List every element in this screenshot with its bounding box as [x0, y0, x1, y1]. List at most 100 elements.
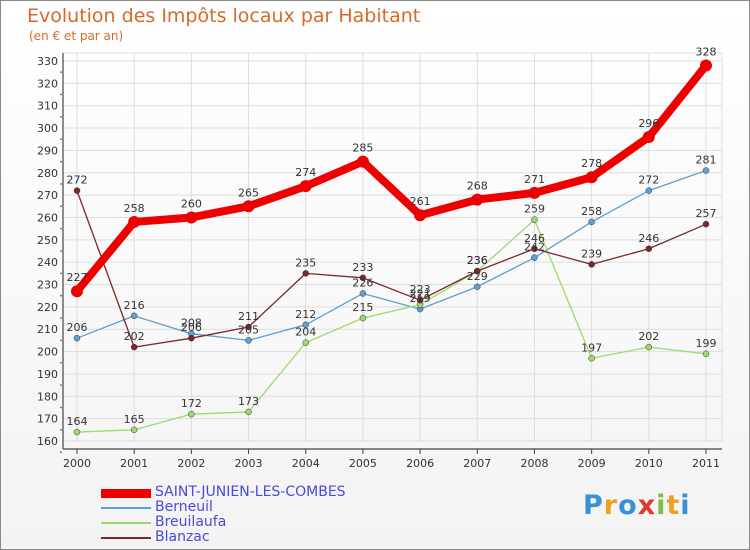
data-point: [531, 216, 538, 223]
data-point: [588, 261, 595, 268]
data-point: [645, 245, 653, 253]
data-point: [73, 428, 81, 436]
y-minor-tick: [60, 250, 62, 252]
data-label: 204: [295, 326, 316, 339]
data-label: 257: [696, 207, 717, 220]
data-point: [356, 155, 369, 168]
chart-subtitle: (en € et par an): [29, 29, 124, 43]
data-label: 206: [181, 321, 202, 334]
data-label: 197: [581, 341, 602, 354]
data-label: 285: [352, 142, 373, 155]
data-point: [414, 209, 427, 222]
data-label: 233: [352, 261, 373, 274]
data-point: [299, 180, 312, 193]
data-label: 223: [410, 283, 431, 296]
data-point: [302, 339, 309, 346]
data-label: 206: [67, 321, 88, 334]
y-tick-label: 260: [37, 211, 58, 224]
y-minor-tick: [60, 183, 62, 185]
data-label: 328: [696, 45, 717, 58]
data-point: [702, 220, 710, 228]
data-label: 272: [67, 174, 88, 187]
data-label: 211: [238, 310, 259, 323]
y-tick-label: 310: [37, 100, 58, 113]
x-tick-label: 2006: [406, 457, 434, 470]
y-tick-label: 190: [37, 368, 58, 381]
data-point: [416, 296, 424, 304]
data-point: [245, 337, 252, 344]
x-tick-label: 2004: [292, 457, 320, 470]
data-label: 265: [238, 186, 259, 199]
data-label: 216: [124, 299, 145, 312]
series-line-breuilaufa: [76, 219, 707, 433]
legend-swatch-breuilaufa: [101, 522, 151, 524]
data-label: 205: [238, 323, 259, 336]
data-point: [531, 254, 538, 261]
data-label: 296: [638, 117, 659, 130]
data-point: [73, 334, 81, 342]
data-label: 219: [410, 292, 431, 305]
data-point: [188, 334, 195, 342]
data-label: 215: [352, 301, 373, 314]
x-tick-label: 2005: [349, 457, 377, 470]
y-minor-tick: [60, 93, 62, 96]
logo-letter: i: [680, 490, 691, 521]
data-point: [302, 270, 309, 277]
data-label: 281: [696, 154, 717, 167]
data-label: 229: [467, 270, 488, 283]
chart-title: Evolution des Impôts locaux par Habitant: [27, 5, 421, 27]
legend-swatch-berneuil: [101, 507, 151, 509]
data-label: 268: [467, 180, 488, 193]
data-point: [585, 171, 598, 184]
legend-swatch-saint-junien: [101, 489, 151, 498]
data-label: 246: [638, 232, 659, 245]
data-point: [702, 350, 710, 358]
y-tick-label: 160: [37, 435, 58, 448]
y-tick-label: 230: [37, 279, 58, 292]
data-labels: 206 216 208 205 212 226 219 229 242 258 272 281 164 1…: [67, 45, 717, 428]
data-point: [188, 410, 195, 418]
y-minor-tick: [60, 71, 62, 74]
data-point: [130, 312, 138, 320]
x-tick-label: 2003: [235, 457, 263, 470]
data-point: [359, 314, 367, 322]
legend-label-blanzac: Blanzac: [155, 529, 210, 545]
x-tick-label: 2009: [578, 457, 606, 470]
data-point: [245, 323, 252, 331]
data-label: 202: [638, 330, 659, 343]
data-point: [588, 218, 595, 226]
x-tick-label: 2010: [635, 457, 663, 470]
data-point: [645, 343, 653, 351]
data-label: 208: [181, 317, 202, 330]
data-label: 239: [581, 247, 602, 260]
y-minor-tick: [60, 317, 62, 319]
y-tick-label: 210: [37, 323, 58, 336]
x-tick-label: 2001: [120, 457, 148, 470]
logo-letter: P: [583, 490, 604, 521]
data-point: [700, 59, 712, 72]
data-point: [528, 186, 541, 199]
data-label: 236: [467, 254, 488, 267]
data-point: [702, 167, 710, 174]
x-tick-label: 2002: [177, 457, 205, 470]
legend-label-saint-junien: SAINT-JUNIEN-LES-COMBES: [155, 484, 346, 500]
data-point: [359, 274, 367, 282]
y-tick-label: 200: [37, 346, 58, 359]
data-point: [302, 321, 309, 329]
y-tick-label: 220: [37, 301, 58, 314]
data-label: 271: [524, 173, 545, 186]
y-minor-tick: [60, 227, 62, 230]
data-point: [71, 285, 83, 298]
y-minor-tick: [60, 361, 62, 364]
data-point: [474, 283, 481, 291]
data-point: [471, 193, 484, 206]
data-point: [130, 426, 138, 434]
legend-label-berneuil: Berneuil: [155, 499, 213, 515]
data-label: 165: [124, 413, 145, 426]
data-label: 242: [524, 241, 545, 254]
x-tick-label: 2000: [63, 457, 91, 470]
y-tick-label: 250: [37, 234, 58, 247]
data-point: [242, 200, 255, 213]
data-label: 246: [524, 232, 545, 245]
data-point: [474, 267, 481, 275]
